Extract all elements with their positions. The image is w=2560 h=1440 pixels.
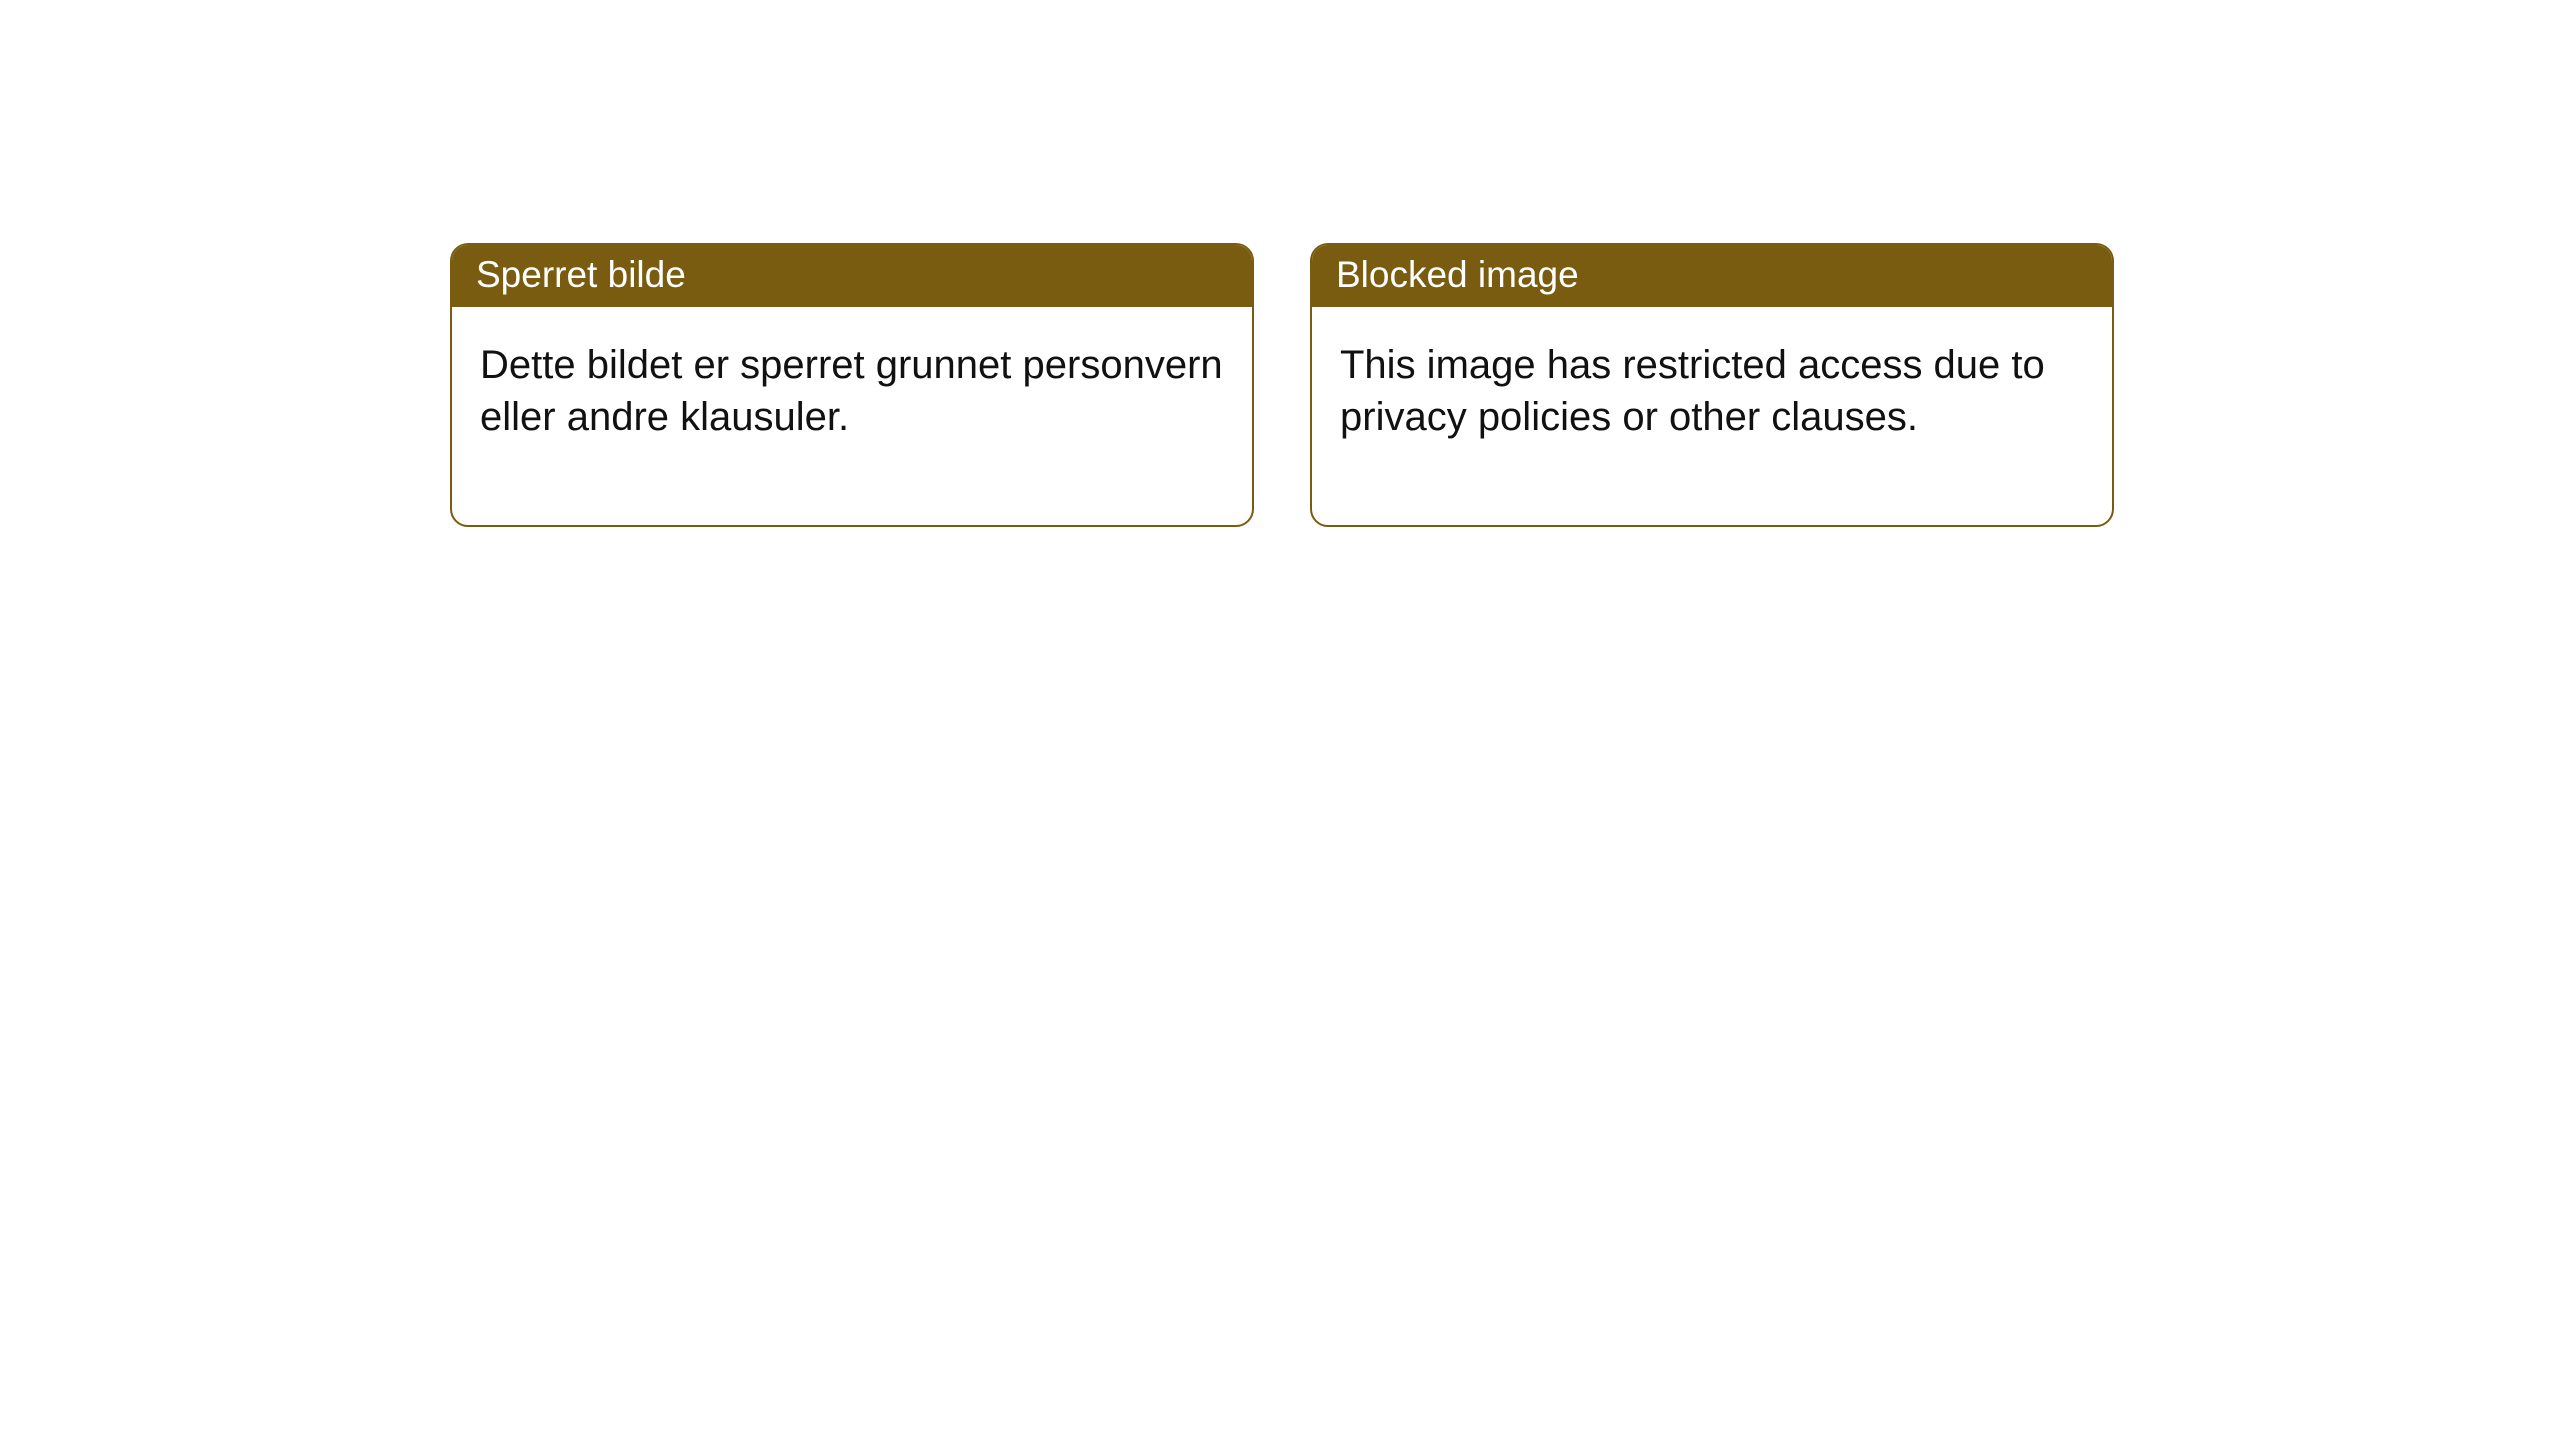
notice-cards-container: Sperret bilde Dette bildet er sperret gr… (450, 243, 2114, 527)
notice-card-title: Blocked image (1312, 245, 2112, 307)
notice-card-body: This image has restricted access due to … (1312, 307, 2112, 525)
notice-card-title: Sperret bilde (452, 245, 1252, 307)
notice-card-body: Dette bildet er sperret grunnet personve… (452, 307, 1252, 525)
notice-card-english: Blocked image This image has restricted … (1310, 243, 2114, 527)
notice-card-norwegian: Sperret bilde Dette bildet er sperret gr… (450, 243, 1254, 527)
